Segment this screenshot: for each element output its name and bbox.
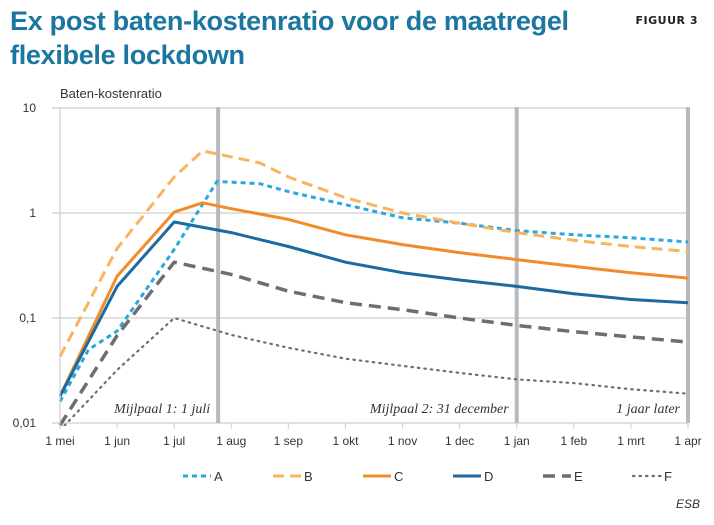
series-line-b	[58, 149, 689, 358]
legend: A B C D E F	[183, 469, 672, 484]
series-line-d	[58, 220, 689, 397]
chart-title: Ex post baten-kostenratio voor de maatre…	[10, 6, 569, 70]
legend-label-e: E	[574, 469, 583, 484]
series-line-c	[58, 201, 689, 397]
y-tick-label: 1	[29, 206, 36, 220]
x-tick-label: 1 mei	[45, 434, 74, 448]
series-line-e	[58, 260, 689, 426]
legend-label-c: C	[394, 469, 403, 484]
x-tick-label: 1 jun	[104, 434, 130, 448]
milestone-label: 1 jaar later	[616, 402, 680, 417]
axes: 10 1 0,1 0,01 1 mei 1 jun 1 jul 1 aug 1 sep 1 okt…	[13, 101, 702, 448]
milestone-lines: Mijlpaal 1: 1 juli Mijlpaal 2: 31 decembe…	[113, 107, 690, 423]
series-line-a	[58, 179, 689, 403]
x-tick-label: 1 sep	[274, 434, 304, 448]
y-tick-label: 0,1	[19, 311, 36, 325]
x-tick-label: 1 feb	[560, 434, 587, 448]
y-tick-label: 0,01	[13, 416, 37, 430]
series-lines	[58, 149, 690, 426]
x-tick-label: 1 apr	[674, 434, 701, 448]
legend-label-d: D	[484, 469, 493, 484]
y-tick-label: 10	[23, 101, 37, 115]
x-tick-label: 1 aug	[216, 434, 246, 448]
x-tick-label: 1 mrt	[617, 434, 645, 448]
x-tick-label: 1 okt	[332, 434, 359, 448]
legend-label-b: B	[304, 469, 313, 484]
milestone-label: Mijlpaal 1: 1 juli	[113, 402, 210, 417]
grid	[60, 107, 688, 424]
x-tick-label: 1 dec	[445, 434, 474, 448]
figure-label: FIGUUR 3	[635, 14, 698, 27]
legend-label-a: A	[214, 469, 223, 484]
milestone-label: Mijlpaal 2: 31 december	[369, 402, 509, 417]
y-axis-label: Baten-kostenratio	[60, 86, 162, 101]
x-tick-label: 1 nov	[388, 434, 417, 448]
legend-label-f: F	[664, 469, 672, 484]
series-line-f	[62, 316, 690, 426]
source-label: ESB	[675, 497, 700, 511]
x-tick-label: 1 jan	[504, 434, 530, 448]
x-tick-label: 1 jul	[163, 434, 185, 448]
